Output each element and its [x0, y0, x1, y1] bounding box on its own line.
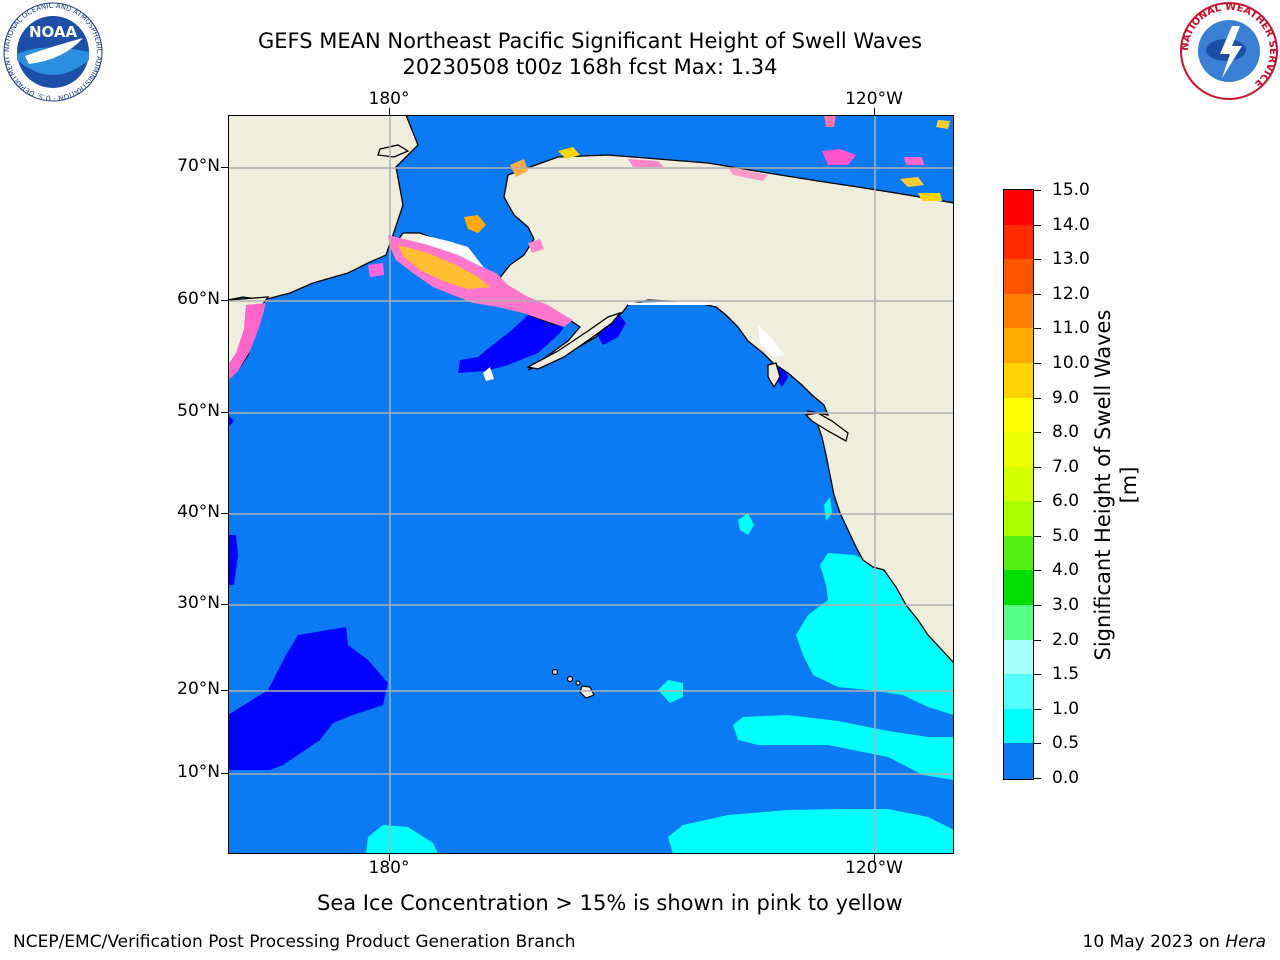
colorbar-tick-label: 0.5	[1052, 733, 1080, 754]
colorbar-tick-label: 8.0	[1052, 422, 1080, 443]
sea-ice-note: Sea Ice Concentration > 15% is shown in …	[317, 891, 903, 915]
colorbar-tick	[1034, 501, 1041, 503]
footer-date: 10 May 2023 on	[1082, 932, 1226, 952]
lon-label-bottom-180: 180°	[368, 858, 410, 878]
colorbar-band	[1004, 397, 1033, 433]
colorbar-tick-label: 13.0	[1052, 249, 1090, 270]
colorbar-tick	[1034, 397, 1041, 399]
colorbar-tick	[1034, 674, 1041, 676]
colorbar-tick	[1034, 605, 1041, 607]
footer-machine: Hera	[1225, 932, 1266, 952]
lat-label-10n: 10°N	[177, 762, 220, 782]
colorbar-band	[1004, 224, 1033, 260]
footer-right: 10 May 2023 on Hera	[1083, 932, 1267, 952]
colorbar-band	[1004, 293, 1033, 329]
colorbar-tick-label: 7.0	[1052, 456, 1080, 477]
colorbar-band	[1004, 674, 1033, 710]
colorbar-tick	[1034, 639, 1041, 641]
colorbar-tick	[1034, 466, 1041, 468]
colorbar-band	[1004, 432, 1033, 468]
nws-logo: NATIONAL WEATHER SERVICE	[1180, 2, 1278, 100]
footer-left: NCEP/EMC/Verification Post Processing Pr…	[13, 932, 576, 952]
swell-height-map	[228, 115, 954, 854]
colorbar-tick-label: 1.0	[1052, 698, 1080, 719]
svg-text:NOAA: NOAA	[29, 23, 78, 41]
colorbar-tick-label: 5.0	[1052, 525, 1080, 546]
colorbar-tick-label: 15.0	[1052, 180, 1090, 200]
colorbar-band	[1004, 259, 1033, 295]
colorbar	[1003, 189, 1034, 780]
chart-subtitle: 20230508 t00z 168h fcst Max: 1.34	[402, 55, 778, 79]
colorbar-tick	[1034, 293, 1041, 295]
colorbar-tick	[1034, 224, 1041, 226]
lon-label-top-180: 180°	[368, 89, 410, 109]
colorbar-band	[1004, 708, 1033, 744]
colorbar-band	[1004, 639, 1033, 675]
low-swell-regions	[229, 312, 788, 770]
colorbar-tick	[1034, 432, 1041, 434]
colorbar-band	[1004, 570, 1033, 606]
colorbar-tick	[1034, 743, 1041, 745]
lon-label-bottom-120w: 120°W	[845, 858, 903, 878]
lat-label-60n: 60°N	[177, 289, 220, 309]
colorbar-tick-label: 14.0	[1052, 214, 1090, 235]
colorbar-tick-label: 11.0	[1052, 318, 1090, 339]
colorbar-tick	[1034, 328, 1041, 330]
sea-ice-overlay	[229, 116, 950, 379]
colorbar-title: Significant Height of Swell Waves [m]	[1091, 309, 1141, 661]
colorbar-tick-label: 12.0	[1052, 283, 1090, 304]
colorbar-band	[1004, 328, 1033, 364]
colorbar-tick	[1034, 362, 1041, 364]
colorbar-tick-label: 9.0	[1052, 387, 1080, 408]
colorbar-tick-label: 4.0	[1052, 560, 1080, 581]
colorbar-tick-label: 6.0	[1052, 491, 1080, 512]
graticule	[229, 116, 953, 853]
colorbar-tick	[1034, 535, 1041, 537]
colorbar-band	[1004, 605, 1033, 641]
lat-label-70n: 70°N	[177, 156, 220, 176]
colorbar-band	[1004, 743, 1033, 779]
land-masses	[229, 116, 953, 663]
colorbar-tick-label: 0.0	[1052, 768, 1080, 788]
colorbar-tick	[1034, 570, 1041, 572]
colorbar-tick-label: 10.0	[1052, 352, 1090, 373]
noaa-logo: NATIONAL OCEANIC AND ATMOSPHERIC ADMINIS…	[0, 0, 103, 102]
colorbar-tick-label: 1.5	[1052, 664, 1080, 685]
colorbar-tick	[1034, 190, 1041, 191]
colorbar-band	[1004, 535, 1033, 572]
lon-label-top-120w: 120°W	[845, 89, 903, 109]
colorbar-tick-label: 2.0	[1052, 629, 1080, 650]
colorbar-tick	[1034, 778, 1041, 779]
chart-title: GEFS MEAN Northeast Pacific Significant …	[257, 29, 923, 53]
lat-label-40n: 40°N	[177, 502, 220, 522]
colorbar-tick	[1034, 259, 1041, 261]
lat-label-20n: 20°N	[177, 679, 220, 699]
lat-label-30n: 30°N	[177, 593, 220, 613]
colorbar-tick-label: 3.0	[1052, 595, 1080, 616]
colorbar-band	[1004, 190, 1033, 226]
colorbar-band	[1004, 501, 1033, 537]
colorbar-band	[1004, 362, 1033, 399]
colorbar-band	[1004, 466, 1033, 502]
lat-label-50n: 50°N	[177, 401, 220, 421]
colorbar-tick	[1034, 708, 1041, 710]
